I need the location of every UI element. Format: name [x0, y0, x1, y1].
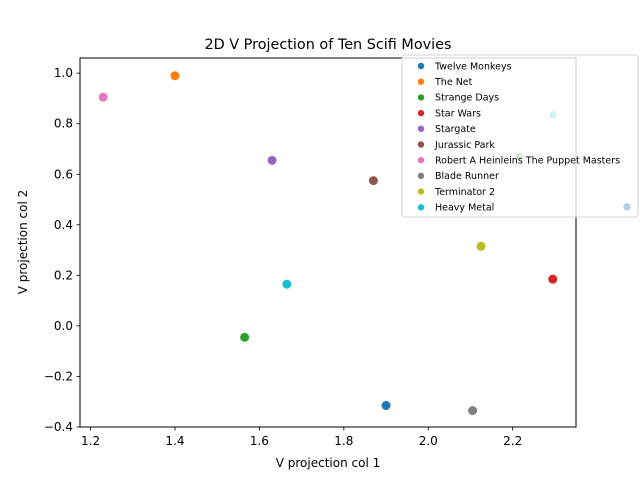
legend-marker: [417, 172, 425, 180]
data-point-1: [170, 71, 180, 81]
x-tick-label: 1.6: [250, 434, 269, 448]
legend-marker: [417, 109, 425, 117]
x-tick-label: 2.0: [419, 434, 438, 448]
data-point-5: [368, 176, 378, 186]
x-tick-label: 2.2: [503, 434, 522, 448]
data-point-4: [267, 155, 277, 165]
legend-marker: [417, 94, 425, 101]
legend-entry: Stargate: [435, 124, 476, 135]
legend-entry: Blade Runner: [435, 171, 499, 182]
legend-entry: Star Wars: [435, 108, 481, 119]
data-point-9: [282, 279, 292, 289]
y-tick-label: 1.0: [54, 66, 73, 80]
legend-marker: [417, 62, 425, 70]
y-tick-label: −0.4: [44, 420, 73, 434]
y-axis-label: V projection col 2: [16, 190, 30, 295]
legend-entry: Heavy Metal: [435, 203, 494, 214]
plot-frame: [79, 57, 577, 428]
legend-entry: Strange Days: [435, 93, 499, 104]
legend-entry: Terminator 2: [434, 187, 495, 198]
legend-entry: Twelve Monkeys: [434, 61, 512, 72]
y-tick-label: 0.0: [54, 319, 73, 333]
legend-box: [401, 54, 639, 218]
y-tick-label: 0.6: [54, 167, 73, 181]
x-axis-label: V projection col 1: [276, 456, 381, 470]
chart-title: 2D V Projection of Ten Scifi Movies: [204, 37, 451, 53]
data-points: [98, 71, 558, 416]
legend-marker: [417, 188, 425, 195]
data-point-3: [548, 274, 558, 284]
legend-marker: [417, 78, 425, 85]
data-point-outside-0: [623, 203, 631, 211]
data-point-8: [476, 241, 486, 251]
y-tick-label: −0.2: [44, 369, 73, 383]
data-point-2: [240, 332, 250, 342]
y-tick-label: 0.2: [54, 268, 73, 282]
x-tick-label: 1.2: [81, 434, 100, 448]
legend-marker: [417, 204, 425, 211]
outside-points: [623, 203, 631, 211]
legend-marker: [417, 125, 425, 132]
x-tick-label: 1.8: [334, 434, 353, 448]
x-axis-ticks: 1.2 1.4 1.6 1.8 2.0 2.2: [81, 427, 522, 448]
y-tick-label: 0.4: [54, 218, 73, 232]
legend-marker: [417, 141, 425, 148]
legend-entry: Robert A Heinleins The Puppet Masters: [435, 156, 620, 167]
x-tick-label: 1.4: [165, 434, 184, 448]
y-axis-ticks: −0.4 −0.2 0.0 0.2 0.4 0.6 0.8 1.0: [44, 66, 80, 434]
data-point-6: [98, 92, 108, 102]
legend-entry: The Net: [434, 77, 473, 88]
legend-entry: Jurassic Park: [434, 140, 495, 151]
legend: Twelve Monkeys The Net Strange Days Star Wa…: [401, 54, 639, 218]
data-point-7: [468, 406, 478, 416]
y-tick-label: 0.8: [54, 117, 73, 131]
legend-marker: [417, 157, 425, 164]
data-point-0: [381, 401, 391, 411]
